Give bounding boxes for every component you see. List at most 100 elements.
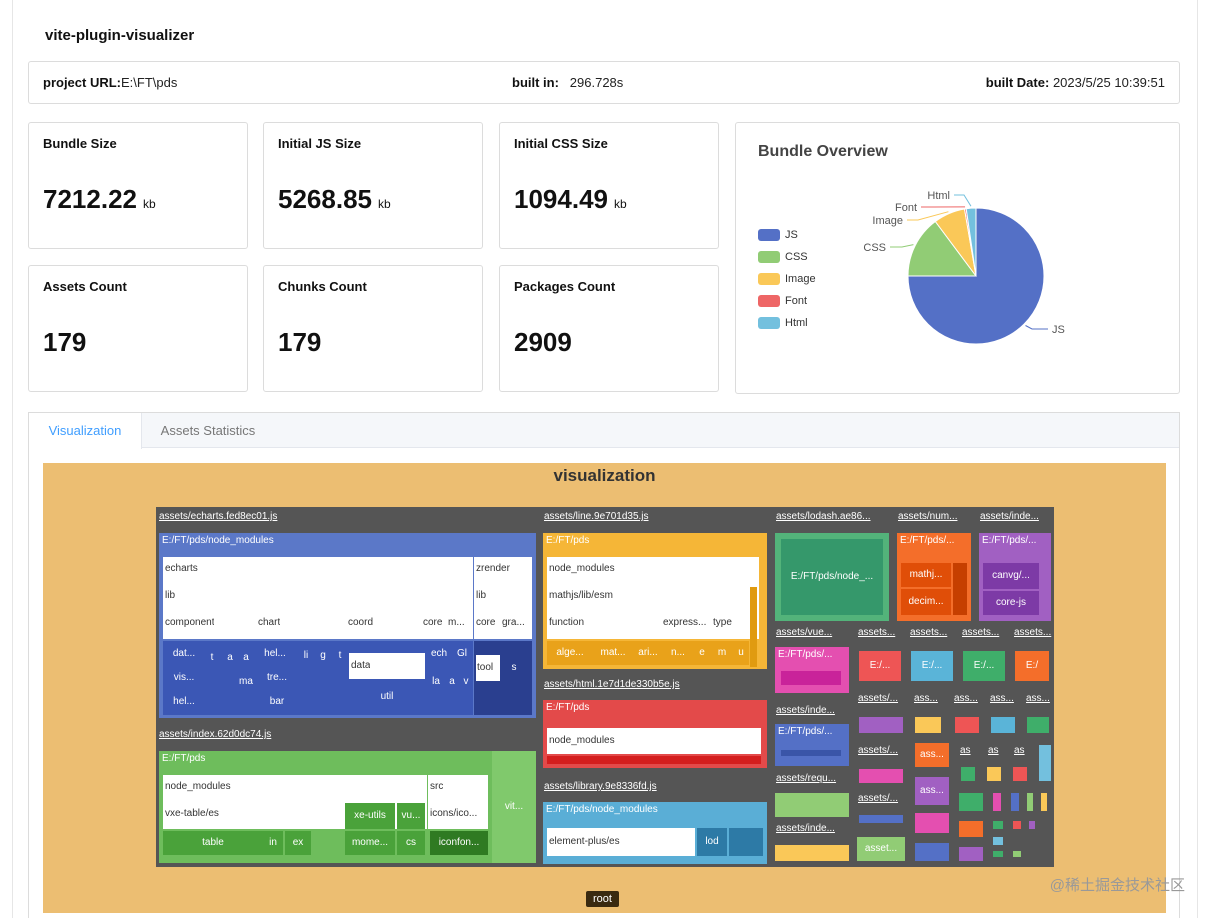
module-e[interactable]: e: [699, 647, 705, 658]
module-a2[interactable]: a: [243, 652, 249, 663]
chunk-tiny-17[interactable]: [1013, 851, 1021, 857]
module-vu[interactable]: vu...: [397, 803, 425, 829]
num-small[interactable]: [953, 563, 967, 615]
module-vis[interactable]: vis...: [173, 672, 195, 683]
zrender-lib[interactable]: zrender lib core gra...: [474, 557, 532, 639]
chunk-ass-5-header[interactable]: ass...: [1026, 693, 1050, 704]
chunk-html[interactable]: E:/FT/pds node_modules: [543, 700, 767, 768]
module-m[interactable]: m: [717, 647, 727, 658]
chunk-inde3-header[interactable]: assets/inde...: [776, 823, 835, 834]
chunk-assets-g[interactable]: [859, 769, 903, 783]
visualization-canvas[interactable]: visualization assets/echarts.fed8ec01.js…: [43, 463, 1166, 913]
module-ex[interactable]: ex: [285, 831, 311, 855]
pie-slice-html[interactable]: [965, 207, 977, 277]
chunk-small-blue[interactable]: [915, 843, 949, 861]
chunk-tiny-2[interactable]: [987, 767, 1001, 781]
module-a1[interactable]: a: [227, 652, 233, 663]
module-vit[interactable]: vit...: [492, 751, 536, 863]
legend-item-image[interactable]: Image: [758, 268, 816, 290]
zrender-modules[interactable]: tool s: [474, 641, 532, 715]
module-dat[interactable]: dat...: [172, 648, 196, 659]
module-mathj[interactable]: mathj...: [901, 563, 951, 587]
chunk-assets-h[interactable]: [859, 815, 903, 823]
chunk-as-1-header[interactable]: as: [960, 745, 971, 756]
module-hel2[interactable]: hel...: [173, 696, 195, 707]
chunk-tiny-8[interactable]: [993, 793, 1001, 811]
chunk-tiny-5[interactable]: [959, 793, 983, 811]
chunk-ass-3[interactable]: [955, 717, 979, 733]
chunk-requ[interactable]: [775, 793, 849, 817]
chunk-ass-4-header[interactable]: ass...: [990, 693, 1014, 704]
legend-item-font[interactable]: Font: [758, 290, 816, 312]
module-tool[interactable]: tool: [476, 655, 500, 681]
line-node-modules[interactable]: node_modules mathjs/lib/esm function exp…: [547, 557, 759, 639]
module-ari[interactable]: ari...: [638, 647, 658, 658]
module-la[interactable]: la: [432, 676, 440, 687]
chunk-ass-6[interactable]: ass...: [915, 743, 949, 767]
module-core-js[interactable]: core-js: [983, 591, 1039, 615]
chunk-tiny-16[interactable]: [993, 851, 1003, 857]
module-gl[interactable]: Gl: [457, 648, 467, 659]
chunk-ass-3-header[interactable]: ass...: [954, 693, 978, 704]
legend-item-html[interactable]: Html: [758, 312, 816, 334]
chunk-html-header[interactable]: assets/html.1e7d1de330b5e.js: [544, 679, 680, 690]
treemap-root-breadcrumb[interactable]: root: [586, 891, 619, 907]
chunk-assets-3-header[interactable]: assets...: [962, 627, 1000, 638]
chunk-num[interactable]: E:/FT/pds/... mathj... decim...: [897, 533, 971, 621]
chunk-assets-4-header[interactable]: assets...: [1014, 627, 1052, 638]
chunk-assets-1[interactable]: E:/...: [859, 651, 901, 681]
library-element-plus[interactable]: element-plus/es: [547, 828, 695, 856]
chunk-ass-2-header[interactable]: ass...: [914, 693, 938, 704]
module-bar[interactable]: bar: [269, 696, 285, 707]
chunk-tiny-13[interactable]: [1013, 821, 1021, 829]
chunk-asset[interactable]: asset...: [857, 837, 905, 861]
chunk-ass-7[interactable]: ass...: [915, 777, 949, 805]
module-s[interactable]: s: [511, 662, 517, 673]
legend-item-css[interactable]: CSS: [758, 246, 816, 268]
chunk-echarts[interactable]: E:/FT/pds/node_modules echarts lib compo…: [159, 533, 536, 718]
index-src[interactable]: src icons/ico...: [428, 775, 488, 829]
module-table[interactable]: table: [163, 831, 263, 855]
chunk-assets-g-header[interactable]: assets/...: [858, 745, 899, 756]
module-v[interactable]: v: [463, 676, 469, 687]
chunk-inde1-header[interactable]: assets/inde...: [980, 511, 1039, 522]
module-a3[interactable]: a: [449, 676, 455, 687]
module-t2[interactable]: t: [338, 650, 342, 661]
chunk-inde2[interactable]: E:/FT/pds/...: [775, 724, 849, 766]
line-side-block[interactable]: [750, 587, 757, 667]
chunk-lodash-header[interactable]: assets/lodash.ae86...: [776, 511, 871, 522]
module-xe-utils[interactable]: xe-utils: [345, 803, 395, 829]
chunk-ass-1-header[interactable]: assets/...: [858, 693, 899, 704]
chunk-tiny-14[interactable]: [1029, 821, 1035, 829]
chunk-vue-header[interactable]: assets/vue...: [776, 627, 833, 638]
module-mome[interactable]: mome...: [345, 831, 395, 855]
chunk-line-header[interactable]: assets/line.9e701d35.js: [544, 511, 649, 522]
vue-module[interactable]: [781, 671, 841, 685]
module-alge[interactable]: alge...: [556, 647, 584, 658]
chunk-tiny-1[interactable]: [961, 767, 975, 781]
module-t[interactable]: t: [210, 652, 214, 663]
chunk-inde1[interactable]: E:/FT/pds/... canvg/... core-js: [979, 533, 1051, 621]
chunk-tiny-12[interactable]: [993, 821, 1003, 829]
chunk-tiny-10[interactable]: [1027, 793, 1033, 811]
chunk-tiny-9[interactable]: [1011, 793, 1019, 811]
chunk-lodash[interactable]: E:/FT/pds/node_...: [775, 533, 889, 621]
chunk-assets-3[interactable]: E:/...: [963, 651, 1005, 681]
chunk-ass-5[interactable]: [1027, 717, 1049, 733]
lodash-path[interactable]: E:/FT/pds/node_...: [781, 539, 883, 615]
module-tre[interactable]: tre...: [266, 672, 287, 683]
module-hel[interactable]: hel...: [264, 648, 286, 659]
chunk-assets-2[interactable]: E:/...: [911, 651, 953, 681]
line-modules[interactable]: alge... mat... ari... n... e m u: [547, 641, 749, 665]
chunk-tiny-7[interactable]: [959, 847, 983, 861]
chunk-ass-2[interactable]: [915, 717, 941, 733]
chunk-tiny-6[interactable]: [959, 821, 983, 837]
chunk-vue[interactable]: E:/FT/pds/...: [775, 647, 849, 693]
module-in[interactable]: in: [263, 831, 283, 855]
chunk-as-3-header[interactable]: as: [1014, 745, 1025, 756]
module-iconfon[interactable]: iconfon...: [430, 831, 488, 855]
module-n[interactable]: n...: [671, 647, 685, 658]
chunk-assets-2-header[interactable]: assets...: [910, 627, 948, 638]
chunk-library-header[interactable]: assets/library.9e8336fd.js: [544, 781, 657, 792]
module-ma[interactable]: ma: [239, 676, 253, 687]
